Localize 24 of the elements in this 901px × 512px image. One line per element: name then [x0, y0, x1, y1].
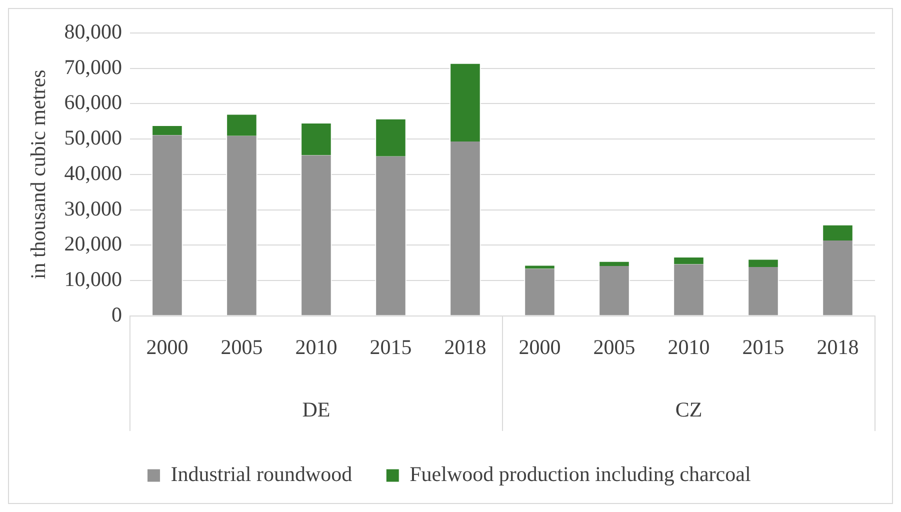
x-tick-label: 2010 [668, 334, 710, 359]
x-tick-label: 2018 [816, 334, 859, 359]
y-tick-label: 10,000 [64, 266, 122, 291]
y-tick-label: 70,000 [64, 54, 122, 79]
x-tick-label: 2018 [444, 334, 486, 359]
x-tick-label: 2005 [220, 334, 263, 359]
legend-label: Fuelwood production including charcoal [410, 462, 751, 486]
x-tick-label: 2005 [593, 334, 636, 359]
x-tick-label: 2010 [295, 334, 338, 359]
y-tick-label: 60,000 [64, 90, 122, 114]
y-tick-label: 20,000 [64, 232, 122, 256]
y-tick-label: 0 [111, 302, 122, 326]
x-tick-label: 2015 [370, 334, 412, 359]
x-tick-label: 2015 [742, 334, 784, 359]
x-tick-label: 2000 [146, 334, 188, 359]
y-tick-label: 30,000 [64, 196, 122, 220]
legend-label: Industrial roundwood [170, 462, 353, 486]
y-tick-label: 80,000 [64, 20, 122, 44]
y-tick-label: 40,000 [64, 160, 122, 185]
text: DE [302, 398, 330, 422]
text: CZ [675, 398, 702, 422]
x-tick-label: 2000 [518, 334, 561, 359]
y-tick-label: 50,000 [64, 126, 122, 150]
y-axis-title: in thousand cubic metres [26, 70, 50, 280]
